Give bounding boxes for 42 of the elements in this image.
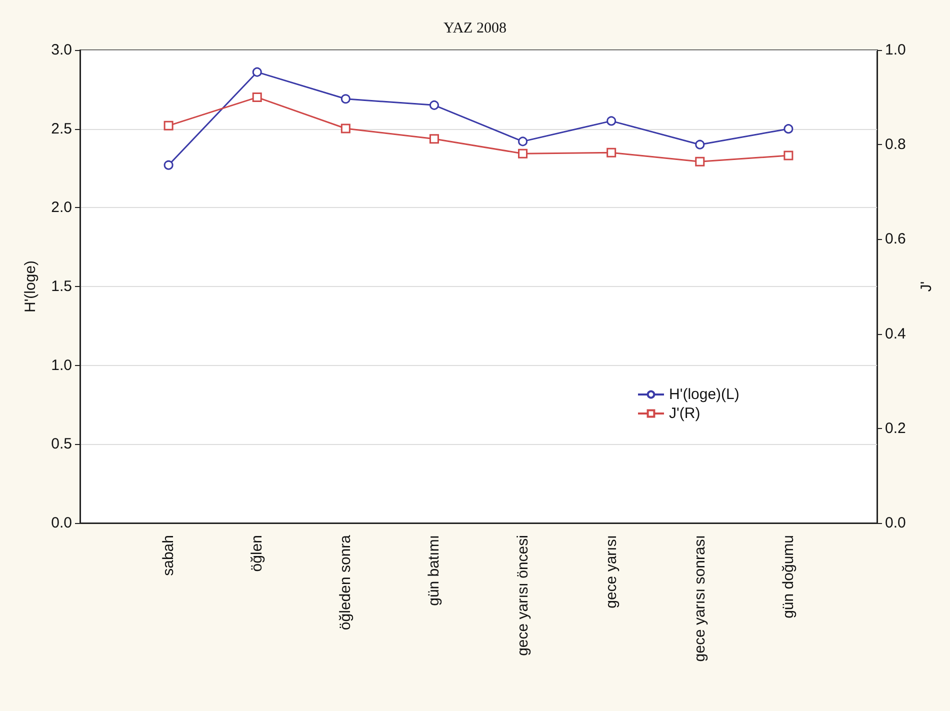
point [429,134,439,144]
y2-tick-label: 0.4 [885,325,906,342]
y-tick-label: 0.5 [51,436,72,453]
y2-axis-title: J' [918,281,935,292]
y-axis-title: H'(loge) [22,260,39,313]
point [518,148,528,158]
point [252,92,262,102]
x-tick-label: gün doğumu [780,535,797,618]
x-tick-label: öğlen [248,535,266,572]
y-tick-label: 1.0 [51,356,72,374]
y-tick-label: 1.5 [51,278,72,295]
point [695,156,705,166]
legend-label: J'(R) [669,405,700,422]
x-tick-label: gün batımı [426,535,443,606]
point [606,148,616,158]
y2-tick-label: 0.2 [885,420,906,437]
y-tick-label: 2.0 [51,199,72,216]
point [164,120,174,130]
point [340,94,350,104]
point [784,150,794,160]
x-tick-label: gece yarısı öncesi [514,535,532,656]
y-tick-label: 0.0 [51,514,72,532]
point [518,136,528,146]
chart-title: YAZ 2008 [444,20,506,36]
point [164,160,174,170]
point [606,116,616,126]
y-tick-label: 2.5 [51,120,72,138]
point [429,100,439,110]
y2-tick-label: 0.0 [885,514,906,532]
y2-tick-label: 1.0 [885,42,906,58]
point [340,124,350,134]
y2-tick-label: 0.6 [885,230,906,248]
point [695,140,705,150]
y-tick-label: 3.0 [51,42,72,58]
point [252,67,262,77]
x-tick-label: sabah [160,535,178,576]
legend-label: H'(loge)(L) [669,386,740,403]
point [784,124,794,134]
x-tick-label: gece yarısı sonrası [691,535,708,662]
x-tick-label: öğleden sonra [337,534,354,630]
y2-tick-label: 0.8 [885,136,906,154]
x-tick-label: gece yarısı [602,535,620,608]
